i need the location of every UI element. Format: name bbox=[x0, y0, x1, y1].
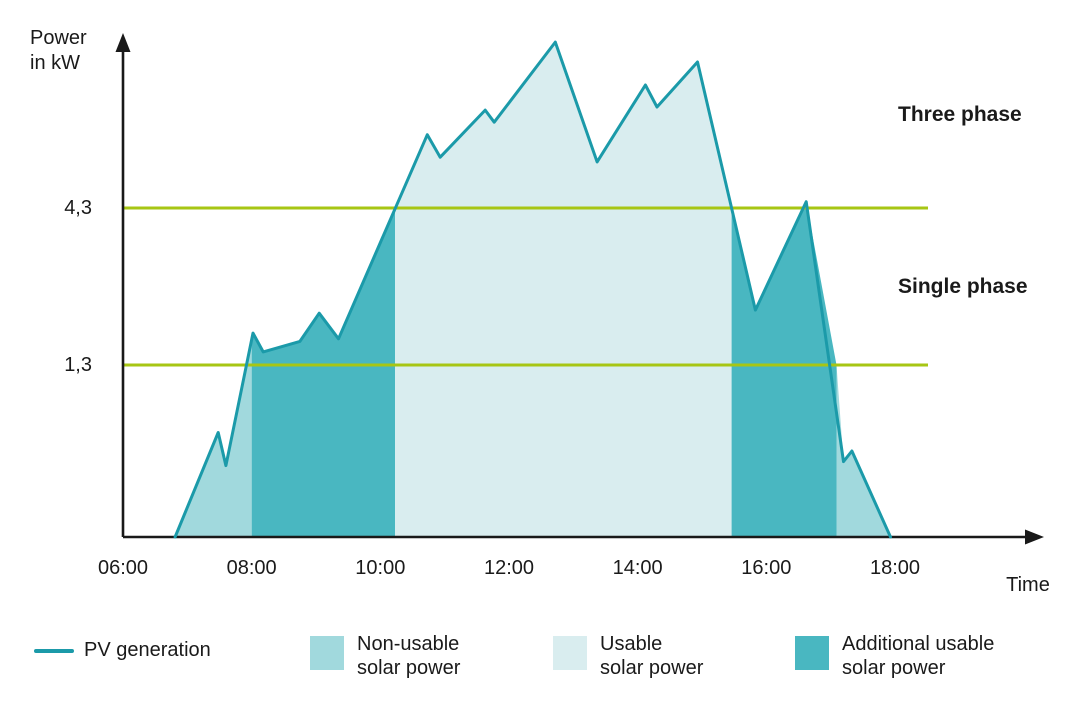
y-tick-label: 4,3 bbox=[64, 197, 92, 219]
legend-label-pv-generation: PV generation bbox=[84, 639, 211, 661]
chart-plot bbox=[115, 33, 1044, 545]
legend-swatch-non-usable bbox=[310, 636, 344, 670]
single-phase-label: Single phase bbox=[898, 275, 1028, 298]
y-tick-labels: 4,3 1,3 bbox=[0, 0, 110, 600]
x-tick-label: 06:00 bbox=[97, 557, 149, 579]
y-axis-label: Power in kW bbox=[30, 27, 87, 74]
x-tick-label: 12:00 bbox=[483, 557, 535, 579]
pv-generation-line-swatch bbox=[34, 649, 74, 653]
x-tick-label: 08:00 bbox=[226, 557, 277, 579]
pv-generation-curve bbox=[173, 40, 892, 539]
region-additional-usable-solar-power-3 bbox=[731, 201, 837, 537]
region-usable-solar-power-2 bbox=[395, 42, 732, 537]
legend-label-additional-usable: Additional usable solar power bbox=[842, 633, 995, 679]
legend-swatch-additional-usable bbox=[795, 636, 829, 670]
x-tick-label: 10:00 bbox=[355, 557, 406, 579]
x-axis-arrow bbox=[1025, 529, 1044, 545]
x-axis-label: Time bbox=[1006, 574, 1050, 596]
legend-swatch-usable bbox=[553, 636, 587, 670]
three-phase-label: Three phase bbox=[898, 103, 1022, 126]
x-tick-labels: 06:00 08:00 10:00 12:00 14:00 16:00 18:00 bbox=[0, 555, 1084, 583]
x-tick-label: 16:00 bbox=[741, 557, 792, 579]
legend-label-usable: Usable solar power bbox=[600, 633, 704, 679]
y-tick-label: 1,3 bbox=[64, 354, 92, 376]
region-additional-usable-solar-power-1 bbox=[251, 208, 396, 537]
legend-label-non-usable: Non-usable solar power bbox=[357, 633, 461, 679]
legend: PV generation Non-usable solar power Usa… bbox=[0, 630, 1084, 708]
x-tick-label: 18:00 bbox=[869, 557, 921, 579]
x-tick-label: 14:00 bbox=[612, 557, 663, 579]
y-axis-arrow bbox=[115, 33, 131, 52]
region-non-usable-solar-power-4 bbox=[836, 365, 891, 537]
region-non-usable-solar-power-0 bbox=[175, 336, 252, 537]
